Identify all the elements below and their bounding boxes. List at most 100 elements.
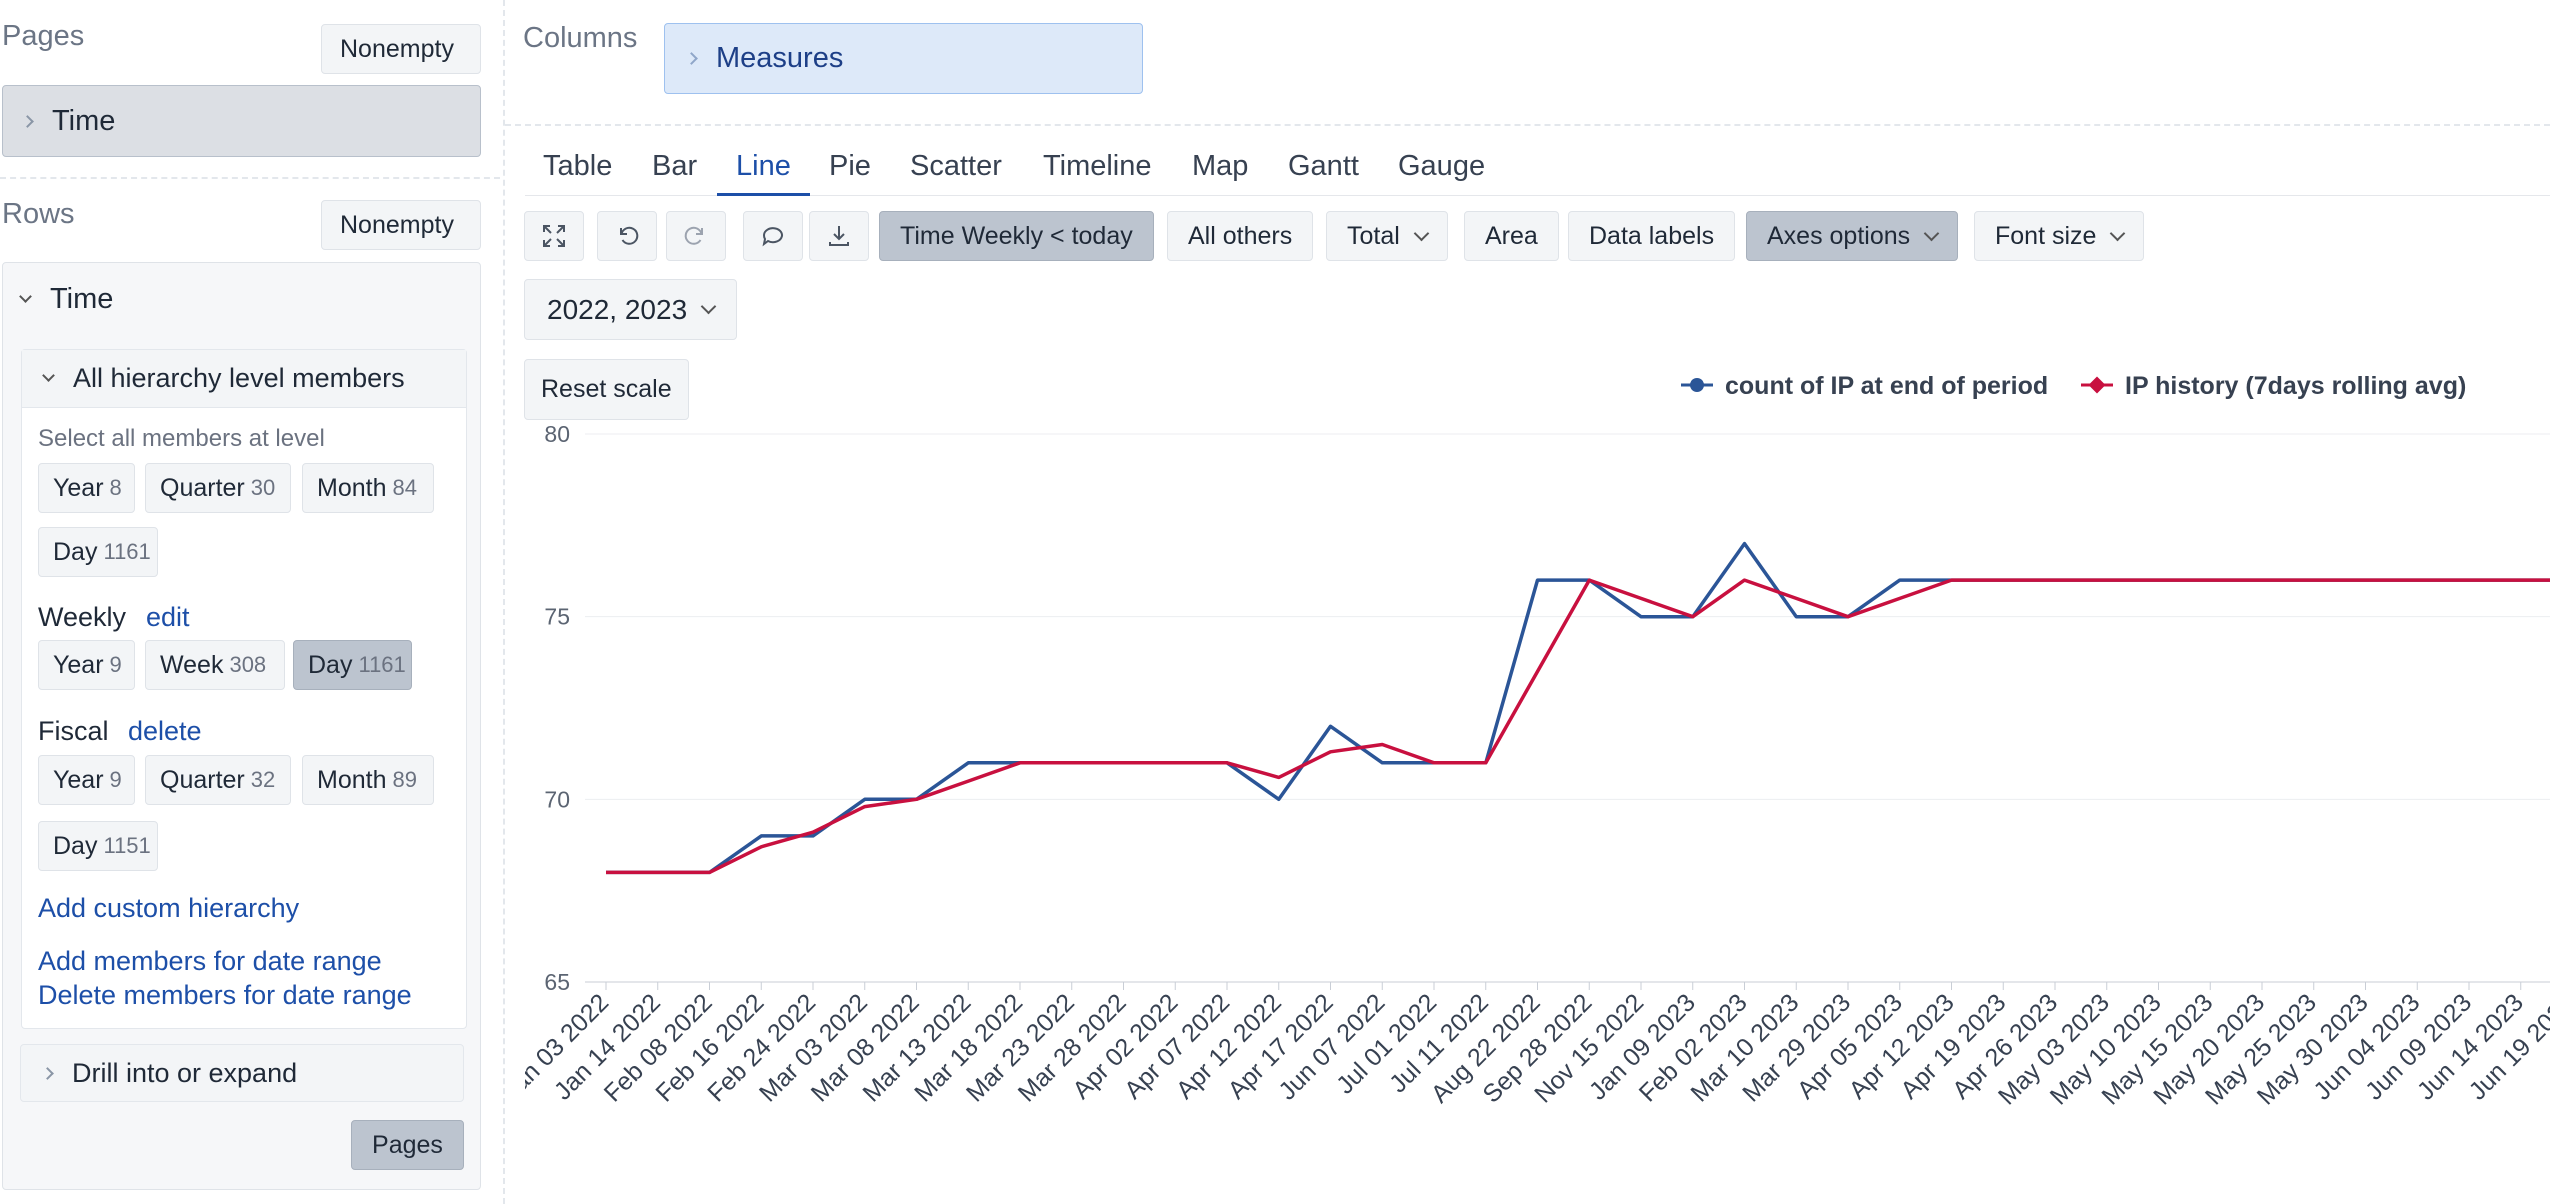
add-date-range-link[interactable]: Add members for date range bbox=[38, 946, 382, 976]
y-tick-label: 65 bbox=[544, 969, 570, 995]
y-tick-label: 70 bbox=[544, 786, 570, 812]
level-name: Month bbox=[317, 473, 387, 502]
tab-bar[interactable]: Bar bbox=[652, 150, 698, 182]
level-count: 32 bbox=[250, 767, 276, 792]
tab-table[interactable]: Table bbox=[543, 150, 613, 182]
tab-pie[interactable]: Pie bbox=[829, 150, 871, 182]
fiscal-year-button[interactable]: Year 9 bbox=[38, 755, 135, 805]
rows-nonempty-button[interactable]: Nonempty bbox=[321, 200, 481, 250]
rows-pages-button[interactable]: Pages bbox=[351, 1120, 464, 1170]
pages-dimension-label: Time bbox=[52, 104, 116, 137]
left-sidebar: Pages Nonempty Time Rows Nonempty Time A… bbox=[0, 0, 505, 1204]
level-count: 89 bbox=[392, 767, 417, 792]
tab-scatter[interactable]: Scatter bbox=[910, 150, 1002, 182]
fiscal-month-button[interactable]: Month 89 bbox=[302, 755, 434, 805]
level-name: Quarter bbox=[160, 473, 245, 502]
all-others-button[interactable]: All others bbox=[1167, 211, 1314, 261]
chevron-down-icon bbox=[19, 290, 32, 303]
expand-icon bbox=[543, 225, 565, 247]
chevron-down-icon bbox=[2110, 225, 2126, 241]
pages-title: Pages bbox=[2, 20, 85, 52]
level-year-button[interactable]: Year 8 bbox=[38, 463, 135, 513]
legend-marker bbox=[1690, 378, 1704, 392]
level-name: Month bbox=[317, 765, 387, 794]
divider bbox=[505, 124, 2550, 126]
columns-title: Columns bbox=[523, 22, 638, 54]
tab-line[interactable]: Line bbox=[736, 150, 791, 182]
weekly-week-button[interactable]: Week 308 bbox=[145, 640, 285, 690]
fiscal-quarter-button[interactable]: Quarter 32 bbox=[145, 755, 291, 805]
legend-marker bbox=[2088, 376, 2106, 394]
level-name: Year bbox=[53, 765, 104, 794]
time-filter-button[interactable]: Time Weekly < today bbox=[879, 211, 1154, 261]
level-month-button[interactable]: Month 84 bbox=[302, 463, 434, 513]
chevron-right-icon bbox=[21, 114, 34, 128]
undo-button[interactable] bbox=[597, 211, 657, 261]
rows-time-header[interactable]: Time bbox=[19, 283, 113, 316]
delete-date-range-link[interactable]: Delete members for date range bbox=[38, 980, 412, 1010]
chevron-down-icon bbox=[700, 298, 717, 315]
level-count: 84 bbox=[392, 475, 417, 500]
series-line-rolling-avg bbox=[606, 578, 2550, 875]
drill-expand-header[interactable]: Drill into or expand bbox=[20, 1044, 464, 1102]
weekly-year-button[interactable]: Year 9 bbox=[38, 640, 135, 690]
download-button[interactable] bbox=[809, 211, 869, 261]
level-name: Day bbox=[53, 537, 98, 566]
pages-time-dimension[interactable]: Time bbox=[2, 85, 481, 157]
tab-gantt[interactable]: Gantt bbox=[1288, 150, 1359, 182]
level-day-button[interactable]: Day 1161 bbox=[38, 527, 158, 577]
weekly-hierarchy-name: Weekly bbox=[38, 602, 127, 632]
level-count: 1151 bbox=[103, 833, 151, 858]
area-button[interactable]: Area bbox=[1464, 211, 1559, 261]
total-dropdown[interactable]: Total bbox=[1326, 211, 1448, 261]
level-count: 30 bbox=[250, 475, 276, 500]
level-quarter-button[interactable]: Quarter 30 bbox=[145, 463, 291, 513]
year-select-label: 2022, 2023 bbox=[547, 293, 688, 325]
fiscal-day-button[interactable]: Day 1151 bbox=[38, 821, 158, 871]
undo-icon bbox=[620, 226, 639, 245]
level-name: Day bbox=[53, 831, 98, 860]
pages-nonempty-button[interactable]: Nonempty bbox=[321, 24, 481, 74]
axes-options-label: Axes options bbox=[1767, 221, 1911, 250]
download-icon bbox=[829, 226, 849, 246]
legend-item-count: count of IP at end of period bbox=[1725, 374, 2048, 400]
drill-expand-label: Drill into or expand bbox=[72, 1057, 298, 1088]
all-levels-title: All hierarchy level members bbox=[73, 363, 405, 393]
y-tick-label: 75 bbox=[544, 604, 570, 630]
tab-map[interactable]: Map bbox=[1192, 150, 1249, 182]
axes-options-dropdown[interactable]: Axes options bbox=[1746, 211, 1959, 261]
fiscal-delete-link[interactable]: delete bbox=[128, 716, 202, 746]
chevron-right-icon bbox=[685, 52, 698, 65]
divider bbox=[0, 177, 500, 179]
legend-item-rolling-avg: IP history (7days rolling avg) bbox=[2125, 374, 2466, 400]
select-all-label: Select all members at level bbox=[38, 425, 325, 452]
add-custom-hierarchy-link[interactable]: Add custom hierarchy bbox=[38, 893, 300, 923]
columns-measures-chip[interactable]: Measures bbox=[664, 23, 1143, 94]
expand-button[interactable] bbox=[524, 211, 584, 261]
comment-button[interactable] bbox=[743, 211, 803, 261]
measures-label: Measures bbox=[716, 42, 844, 74]
level-name: Quarter bbox=[160, 765, 245, 794]
weekly-edit-link[interactable]: edit bbox=[146, 602, 190, 632]
reset-scale-button[interactable]: Reset scale bbox=[524, 359, 689, 420]
total-label: Total bbox=[1347, 221, 1400, 250]
level-name: Year bbox=[53, 473, 104, 502]
weekly-day-button[interactable]: Day 1161 bbox=[293, 640, 412, 690]
level-name: Day bbox=[308, 650, 353, 679]
series-line-count bbox=[606, 541, 2550, 875]
rows-title: Rows bbox=[2, 198, 75, 230]
tab-timeline[interactable]: Timeline bbox=[1043, 150, 1152, 182]
redo-button[interactable] bbox=[666, 211, 726, 261]
year-select-dropdown[interactable]: 2022, 2023 bbox=[524, 279, 738, 340]
font-size-dropdown[interactable]: Font size bbox=[1974, 211, 2145, 261]
level-count: 9 bbox=[109, 767, 122, 792]
all-levels-header[interactable]: All hierarchy level members bbox=[22, 350, 466, 408]
chevron-down-icon bbox=[1413, 225, 1430, 241]
level-count: 8 bbox=[109, 475, 122, 500]
tabs-underline bbox=[525, 195, 2550, 196]
comment-icon bbox=[762, 227, 783, 247]
data-labels-button[interactable]: Data labels bbox=[1568, 211, 1736, 261]
font-size-label: Font size bbox=[1995, 221, 2097, 250]
tab-gauge[interactable]: Gauge bbox=[1398, 150, 1486, 182]
